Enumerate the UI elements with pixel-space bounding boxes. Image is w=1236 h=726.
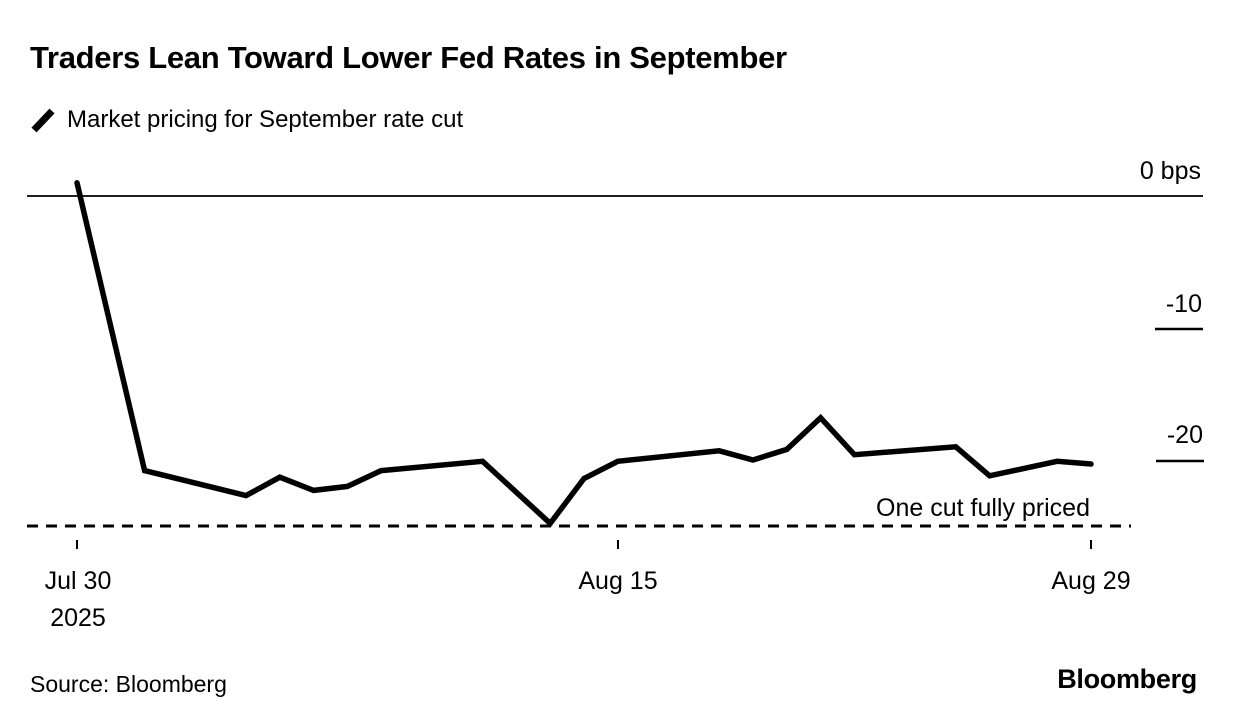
chart-title: Traders Lean Toward Lower Fed Rates in S…	[30, 40, 787, 75]
legend-label: Market pricing for September rate cut	[67, 106, 464, 133]
y-tick-label-minus20: -20	[1167, 421, 1203, 449]
x-tick-label-aug15: Aug 15	[578, 567, 657, 595]
source-label: Source: Bloomberg	[30, 671, 227, 697]
x-tick-sublabel-2025: 2025	[50, 604, 106, 632]
bloomberg-logo: Bloomberg	[1057, 664, 1197, 694]
legend: Market pricing for September rate cut	[30, 104, 463, 136]
x-tick-label-jul30: Jul 30	[45, 567, 112, 595]
x-tick-label-aug29: Aug 29	[1051, 567, 1130, 595]
annotation-label: One cut fully priced	[876, 494, 1090, 522]
line-series-marker-icon	[31, 108, 55, 133]
y-tick-label-minus10: -10	[1166, 290, 1202, 318]
rate-pricing-line	[74, 180, 1094, 528]
y-tick-label-0: 0 bps	[1140, 157, 1201, 185]
